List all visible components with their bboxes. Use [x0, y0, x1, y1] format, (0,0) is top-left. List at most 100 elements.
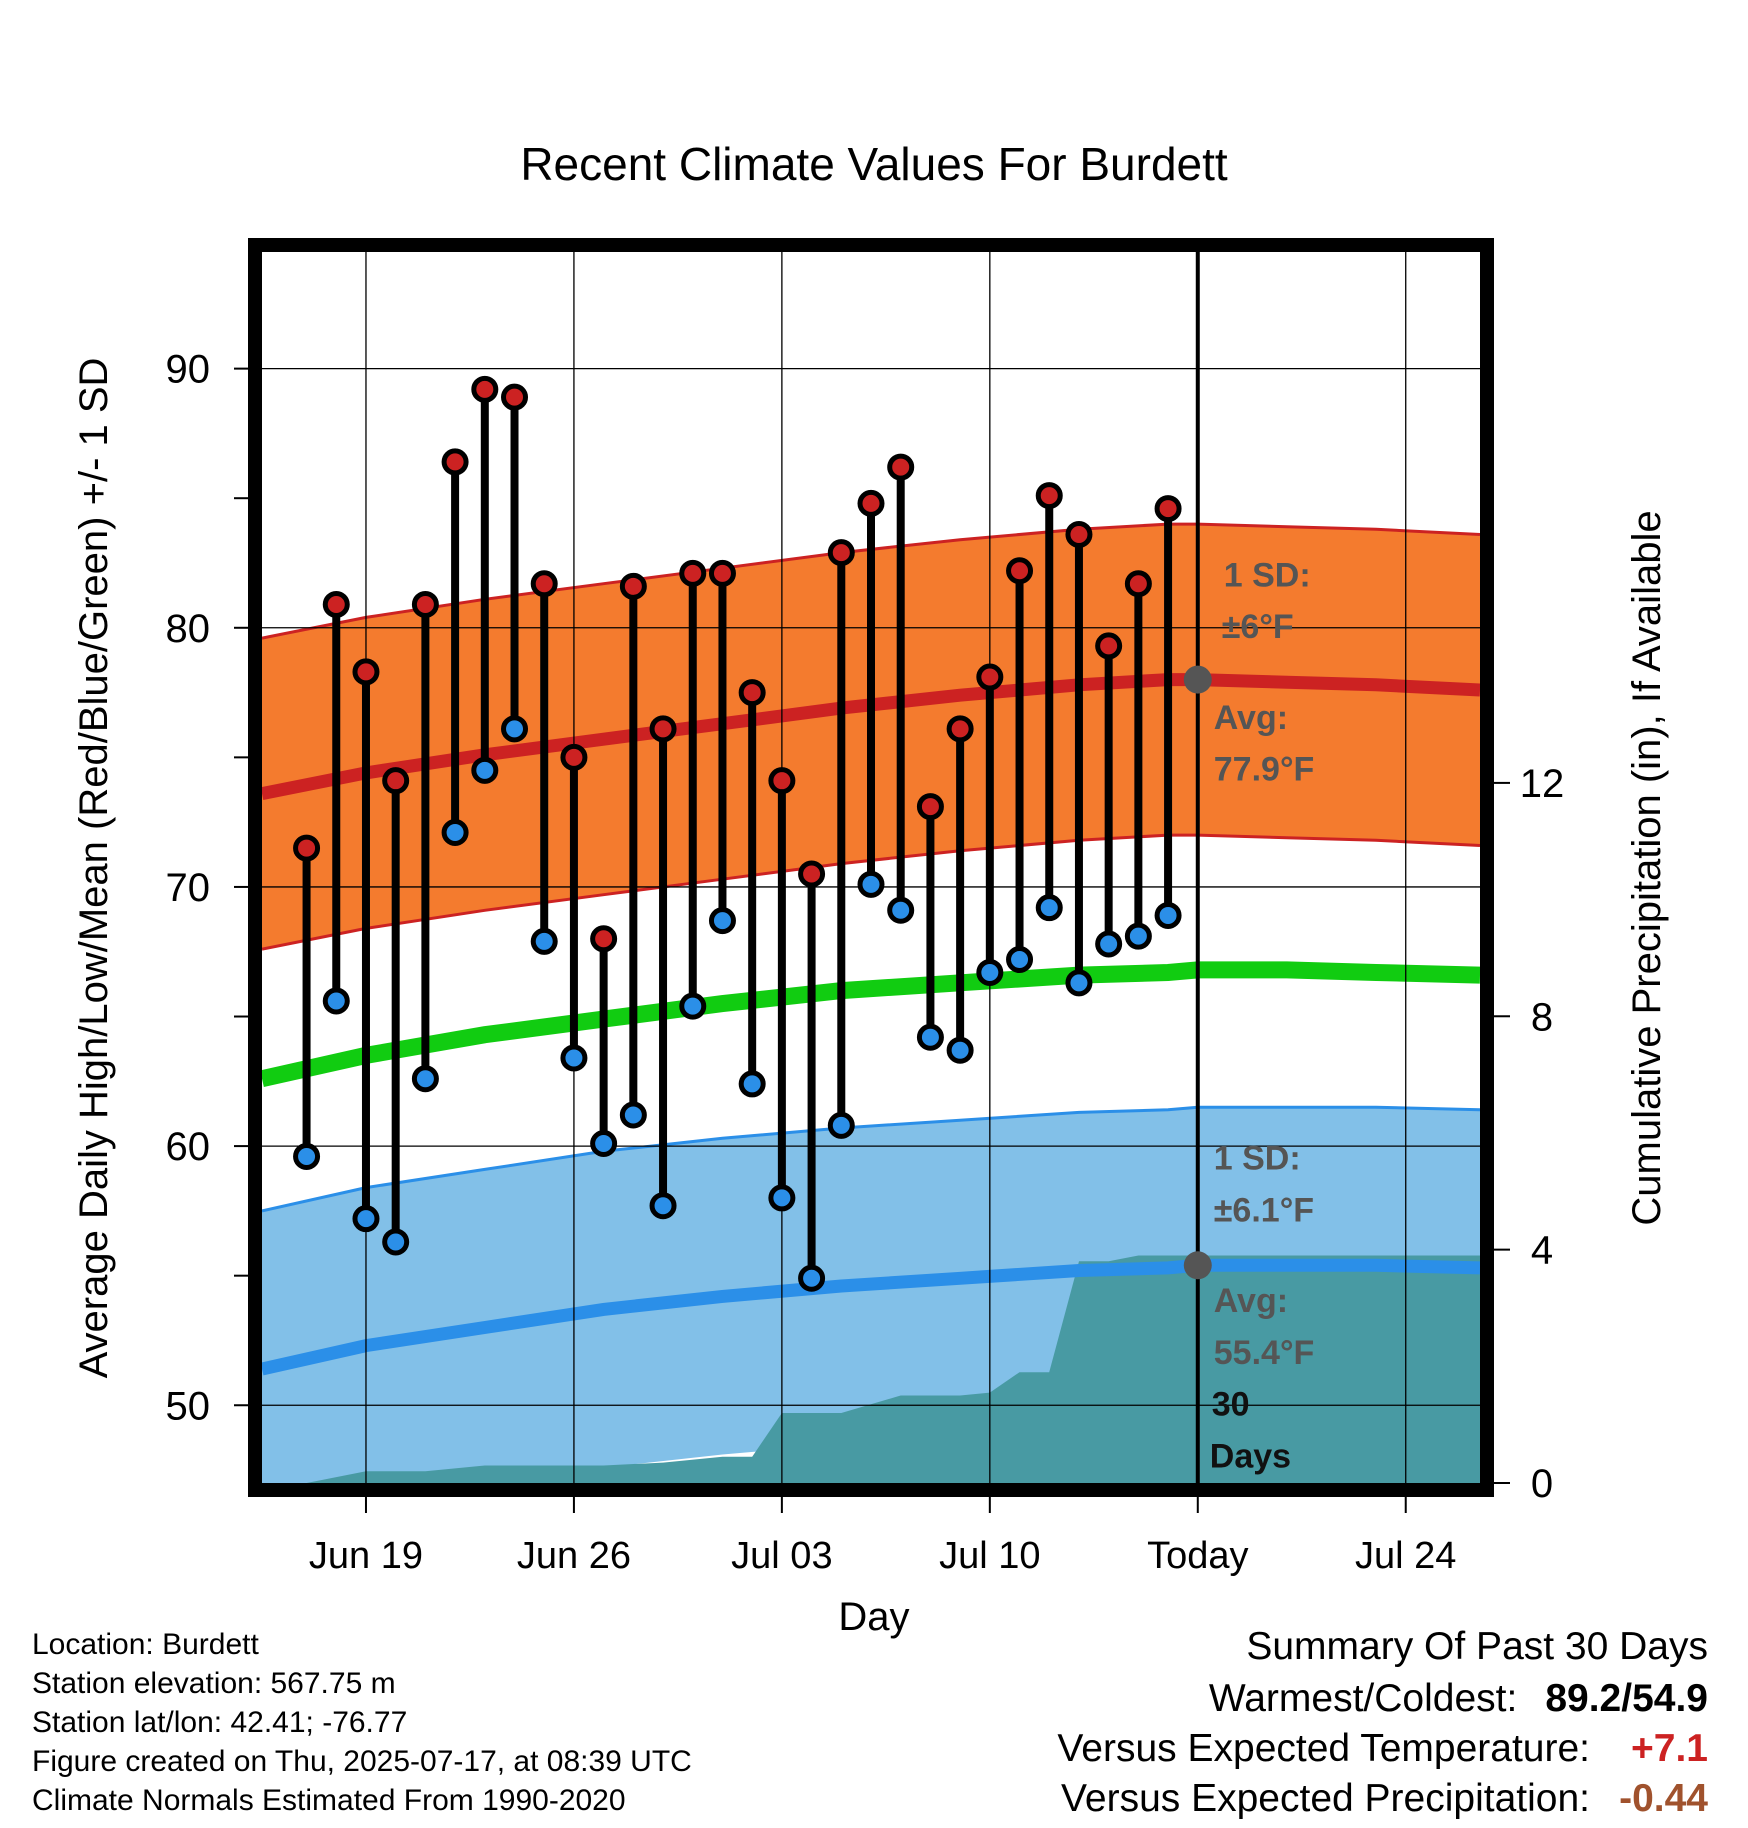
low-point	[441, 819, 469, 847]
high-sd-value: ±6°F	[1222, 608, 1294, 646]
low-point	[471, 756, 499, 784]
high-point	[857, 489, 885, 517]
x-tick-label: Jul 10	[939, 1535, 1040, 1577]
low-point	[1095, 930, 1123, 958]
low-point	[411, 1065, 439, 1093]
high-point	[1095, 632, 1123, 660]
high-point	[798, 860, 826, 888]
x-tick-label: Jun 19	[309, 1535, 423, 1577]
high-point	[679, 559, 707, 587]
low-point	[768, 1184, 796, 1212]
precip-anomaly-value: -0.44	[1619, 1777, 1708, 1820]
low-sd-upper-edge	[262, 1105, 1480, 1213]
low-point	[560, 1044, 588, 1072]
today-low-avg-marker	[1183, 1251, 1212, 1280]
latlon-text: Station lat/lon: 42.41; -76.77	[32, 1706, 408, 1739]
y2-tick-label: 0	[1531, 1462, 1553, 1506]
low-sd-label: 1 SD:	[1214, 1139, 1301, 1177]
high-point	[1035, 482, 1063, 510]
low-point	[590, 1130, 618, 1158]
y2-tick-label: 8	[1531, 995, 1553, 1039]
high-point	[916, 793, 944, 821]
y2-tick-label: 12	[1520, 762, 1565, 806]
high-point	[619, 572, 647, 600]
y-tick-label: 50	[166, 1384, 211, 1428]
summary-precipitation: Versus Expected Precipitation: -0.44	[1057, 1774, 1708, 1824]
low-point	[352, 1205, 380, 1233]
high-point	[976, 663, 1004, 691]
y2-axis-label: Cumulative Precipitation (in), If Availa…	[1625, 510, 1669, 1225]
high-point	[708, 559, 736, 587]
high-point	[411, 590, 439, 618]
high-point	[1124, 570, 1152, 598]
high-point	[827, 539, 855, 567]
low-avg-label: Avg:	[1214, 1282, 1288, 1320]
low-point	[1154, 901, 1182, 929]
high-point	[887, 453, 915, 481]
temp-anomaly-label: Versus Expected Temperature:	[1057, 1727, 1590, 1770]
station-info: Location: Burdett Station elevation: 567…	[32, 1625, 692, 1820]
period-unit: Days	[1210, 1437, 1291, 1475]
low-avg-value: 55.4°F	[1214, 1334, 1315, 1372]
low-point	[976, 958, 1004, 986]
y2-tick-label: 4	[1531, 1229, 1553, 1273]
chart-title: Recent Climate Values For Burdett	[520, 138, 1228, 190]
high-point	[1154, 495, 1182, 523]
low-point	[530, 927, 558, 955]
high-point	[322, 590, 350, 618]
high-point	[590, 925, 618, 953]
low-point	[293, 1142, 321, 1170]
high-point	[649, 715, 677, 743]
low-point	[708, 907, 736, 935]
x-tick-label: Jun 26	[517, 1535, 631, 1577]
plot-area: 1 SD: ±6°F Avg: 77.9°F 1 SD: ±6.1°F Avg: 55.4°F…	[166, 238, 1565, 1577]
high-point	[441, 448, 469, 476]
high-point	[1006, 557, 1034, 585]
summary-temperature: Versus Expected Temperature: +7.1	[1057, 1724, 1708, 1774]
low-sd-value: ±6.1°F	[1214, 1191, 1314, 1229]
low-point	[916, 1023, 944, 1051]
warmest-coldest-label: Warmest/Coldest:	[1208, 1677, 1518, 1720]
today-high-avg-marker	[1183, 665, 1212, 694]
high-point	[530, 570, 558, 598]
x-tick-label: Jul 24	[1355, 1535, 1456, 1577]
summary-warmest-coldest: Warmest/Coldest: 89.2/54.9	[1057, 1674, 1708, 1724]
high-point	[946, 715, 974, 743]
high-point	[382, 767, 410, 795]
precip-area	[262, 1255, 1480, 1483]
high-avg-label: Avg:	[1214, 699, 1288, 737]
summary-title: Summary Of Past 30 Days	[1246, 1625, 1708, 1668]
created-text: Figure created on Thu, 2025-07-17, at 08…	[32, 1745, 692, 1778]
precip-anomaly-label: Versus Expected Precipitation:	[1061, 1777, 1590, 1820]
period-number: 30	[1212, 1386, 1250, 1424]
low-point	[827, 1111, 855, 1139]
low-point	[1124, 922, 1152, 950]
high-point	[352, 658, 380, 686]
low-point	[322, 987, 350, 1015]
x-tick-label: Jul 03	[731, 1535, 832, 1577]
high-point	[738, 679, 766, 707]
summary-panel: Summary Of Past 30 Days Warmest/Coldest:…	[1057, 1620, 1708, 1824]
high-sd-label: 1 SD:	[1224, 556, 1311, 594]
low-point	[649, 1192, 677, 1220]
low-point	[382, 1228, 410, 1256]
high-point	[768, 767, 796, 795]
y-tick-label: 80	[166, 607, 211, 651]
low-point	[887, 896, 915, 924]
temp-anomaly-value: +7.1	[1631, 1727, 1708, 1770]
low-point	[946, 1036, 974, 1064]
x-tick-label: Today	[1147, 1535, 1248, 1577]
low-normal-line	[262, 1258, 1480, 1376]
high-point	[293, 834, 321, 862]
low-point	[1035, 894, 1063, 922]
x-axis-label: Day	[838, 1595, 909, 1639]
low-point	[501, 715, 529, 743]
y-tick-label: 90	[166, 348, 211, 392]
high-point	[1065, 520, 1093, 548]
high-point	[471, 375, 499, 403]
plot-frame	[248, 238, 1494, 1497]
low-point	[619, 1101, 647, 1129]
location-text: Location: Burdett	[32, 1628, 259, 1661]
low-point	[1006, 946, 1034, 974]
